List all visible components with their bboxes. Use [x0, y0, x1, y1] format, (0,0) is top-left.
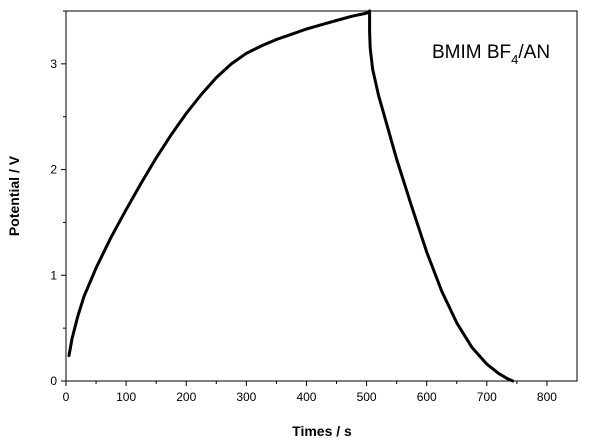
x-tick-label: 600	[417, 390, 437, 404]
x-tick-label: 100	[116, 390, 136, 404]
x-tick-label: 800	[537, 390, 557, 404]
x-tick-label: 700	[477, 390, 497, 404]
y-tick-label: 0	[50, 374, 57, 388]
x-axis-ticks: 0 100 200 300 400 500 600 700 800	[63, 381, 557, 404]
x-axis-title: Times / s	[292, 423, 352, 439]
y-axis-title: Potential / V	[6, 155, 22, 236]
annotation-main: BMIM BF	[432, 42, 511, 63]
x-tick-label: 400	[296, 390, 316, 404]
x-tick-label: 500	[357, 390, 377, 404]
chart-annotation: BMIM BF4/AN	[432, 42, 550, 67]
x-tick-label: 0	[63, 390, 70, 404]
x-tick-label: 300	[236, 390, 256, 404]
y-tick-label: 3	[50, 57, 57, 71]
annotation-subscript: 4	[511, 52, 518, 67]
series-line-potential	[67, 9, 515, 383]
x-tick-label: 200	[176, 390, 196, 404]
plot-area-frame	[65, 10, 578, 382]
y-axis-ticks: 0 1 2 3	[50, 10, 66, 388]
annotation-suffix: /AN	[518, 42, 550, 63]
y-tick-label: 2	[50, 163, 57, 177]
y-tick-label: 1	[50, 268, 57, 282]
